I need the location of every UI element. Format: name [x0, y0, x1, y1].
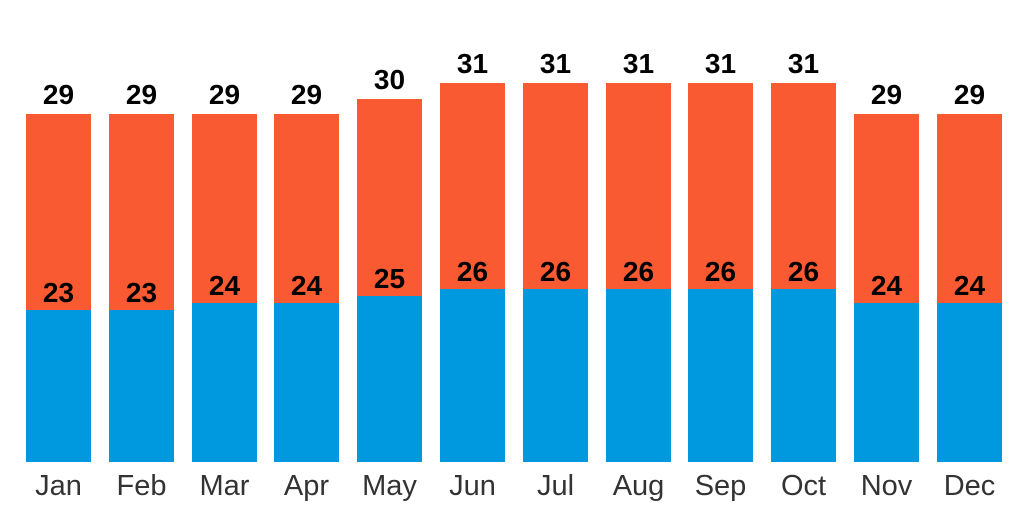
- low-temp-bar: [440, 289, 505, 462]
- low-temp-value: 26: [622, 256, 655, 287]
- month-label: Dec: [943, 470, 996, 502]
- low-temp-bar: [523, 289, 588, 462]
- high-temp-bar: [688, 83, 753, 289]
- high-temp-value: 31: [704, 48, 737, 79]
- high-temp-bar: [523, 83, 588, 289]
- low-temp-value: 26: [704, 256, 737, 287]
- low-temp-bar: [192, 303, 257, 462]
- low-temp-bar: [357, 296, 422, 462]
- high-temp-value: 29: [870, 79, 903, 110]
- low-temp-value: 24: [208, 270, 241, 301]
- low-temp-bar: [688, 289, 753, 462]
- low-temp-value: 24: [870, 270, 903, 301]
- high-temp-value: 29: [290, 79, 323, 110]
- low-temp-value: 23: [42, 277, 75, 308]
- high-temp-value: 31: [622, 48, 655, 79]
- month-label: Mar: [199, 470, 250, 502]
- month-label: May: [362, 470, 417, 502]
- low-temp-bar: [109, 310, 174, 462]
- low-temp-value: 23: [125, 277, 158, 308]
- low-temp-bar: [26, 310, 91, 462]
- low-temp-bar: [606, 289, 671, 462]
- high-temp-value: 29: [208, 79, 241, 110]
- high-temp-bar: [771, 83, 836, 289]
- high-temp-bar: [357, 99, 422, 296]
- high-temp-bar: [606, 83, 671, 289]
- month-label: Nov: [860, 470, 913, 502]
- high-temp-value: 29: [42, 79, 75, 110]
- month-label: Jan: [35, 470, 82, 502]
- month-label: Oct: [780, 470, 827, 502]
- high-temp-bar: [937, 114, 1002, 303]
- low-temp-value: 26: [456, 256, 489, 287]
- high-temp-bar: [109, 114, 174, 310]
- month-label: Jun: [449, 470, 496, 502]
- low-temp-bar: [937, 303, 1002, 462]
- month-label: Aug: [612, 470, 665, 502]
- high-temp-bar: [440, 83, 505, 289]
- high-temp-bar: [192, 114, 257, 303]
- low-temp-bar: [274, 303, 339, 462]
- month-label: Feb: [116, 470, 167, 502]
- month-label: Jul: [536, 470, 575, 502]
- high-temp-bar: [26, 114, 91, 310]
- low-temp-value: 25: [373, 263, 406, 294]
- month-label: Apr: [283, 470, 330, 502]
- low-temp-bar: [771, 289, 836, 462]
- high-temp-value: 29: [125, 79, 158, 110]
- low-temp-value: 24: [953, 270, 986, 301]
- high-temp-value: 31: [539, 48, 572, 79]
- high-temp-bar: [854, 114, 919, 303]
- month-label: Sep: [694, 470, 747, 502]
- high-temp-value: 30: [373, 64, 406, 95]
- high-temp-bar: [274, 114, 339, 303]
- low-temp-value: 26: [787, 256, 820, 287]
- low-temp-value: 26: [539, 256, 572, 287]
- high-temp-value: 29: [953, 79, 986, 110]
- high-temp-value: 31: [787, 48, 820, 79]
- high-temp-value: 31: [456, 48, 489, 79]
- low-temp-value: 24: [290, 270, 323, 301]
- low-temp-bar: [854, 303, 919, 462]
